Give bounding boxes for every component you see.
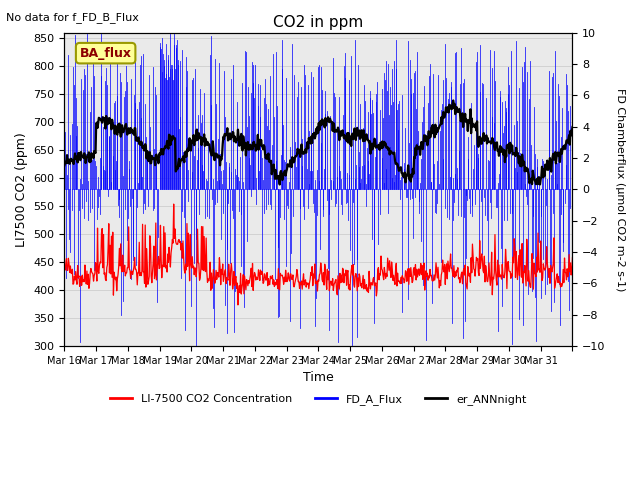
Legend: LI-7500 CO2 Concentration, FD_A_Flux, er_ANNnight: LI-7500 CO2 Concentration, FD_A_Flux, er… [106, 390, 531, 409]
Y-axis label: LI7500 CO2 (ppm): LI7500 CO2 (ppm) [15, 132, 28, 247]
Bar [65, 33, 572, 346]
Title: CO2 in ppm: CO2 in ppm [273, 15, 364, 30]
Text: BA_flux: BA_flux [79, 47, 132, 60]
X-axis label: Time: Time [303, 372, 334, 384]
Y-axis label: FD Chamberflux (μmol CO2 m-2 s-1): FD Chamberflux (μmol CO2 m-2 s-1) [615, 88, 625, 291]
Text: No data for f_FD_B_Flux: No data for f_FD_B_Flux [6, 12, 140, 23]
